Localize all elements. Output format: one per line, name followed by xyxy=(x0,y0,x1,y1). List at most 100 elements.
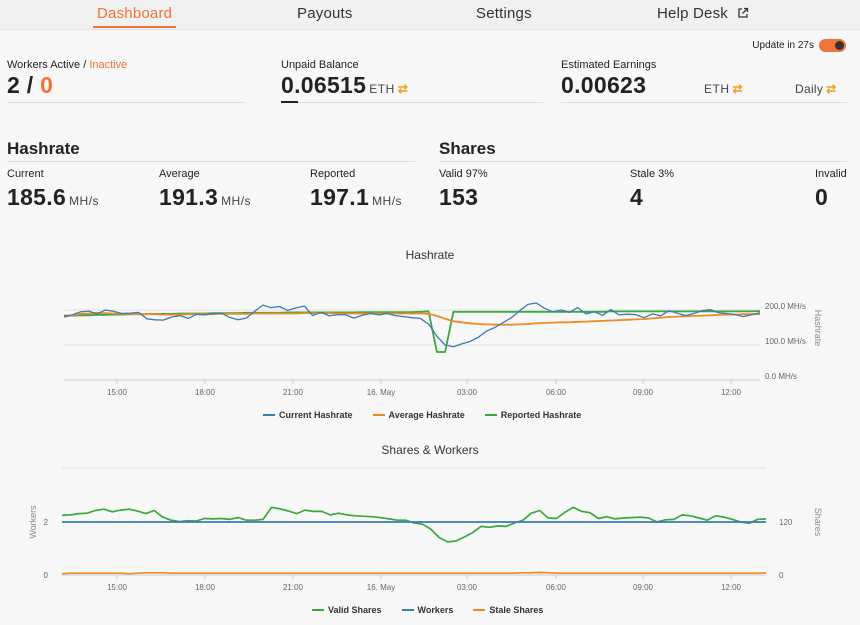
tab-help-desk-label: Help Desk xyxy=(657,5,728,22)
legend-swatch xyxy=(484,414,497,416)
legend-swatch xyxy=(473,609,486,611)
shares-stale-label: Stale 3% xyxy=(630,168,675,180)
workers-active-label: Workers Active / xyxy=(7,59,87,71)
unpaid-balance-label: Unpaid Balance xyxy=(281,59,359,71)
unpaid-balance-stat: Unpaid Balance 0.06515 ETH ⇄ xyxy=(281,59,408,99)
estimated-earnings-currency[interactable]: ETH ⇄ xyxy=(704,82,743,96)
legend-label: Workers xyxy=(417,605,454,615)
workers-underline xyxy=(7,102,245,103)
unpaid-balance-value: 0.06515 ETH ⇄ xyxy=(281,72,408,99)
hashrate-reported-label: Reported xyxy=(310,168,356,180)
top-nav: Dashboard Payouts Settings Help Desk xyxy=(0,0,860,30)
tab-dashboard[interactable]: Dashboard xyxy=(93,5,177,28)
update-countdown: Update in 27s xyxy=(752,40,814,51)
auto-update-toggle[interactable] xyxy=(819,39,846,52)
legend-item-stale-shares[interactable]: Stale Shares xyxy=(473,605,543,615)
legend-item-reported-hashrate[interactable]: Reported Hashrate xyxy=(484,410,582,420)
workers-label: Workers Active / Inactive xyxy=(7,59,127,71)
hashrate-x-tick: 06:00 xyxy=(546,388,567,397)
workers-stat: Workers Active / Inactive 2 / 0 xyxy=(7,59,127,99)
hashrate-average-unit: MH/s xyxy=(221,194,252,208)
unpaid-balance-underline xyxy=(281,102,543,103)
tab-dashboard-label: Dashboard xyxy=(97,5,173,22)
tab-help-desk[interactable]: Help Desk xyxy=(657,5,749,22)
hashrate-x-tick: 12:00 xyxy=(721,388,742,397)
legend-swatch xyxy=(401,609,414,611)
hashrate-current: Current 185.6 MH/s xyxy=(7,168,99,211)
hashrate-chart-title: Hashrate xyxy=(405,248,455,262)
workers-inactive-label: Inactive xyxy=(89,59,128,71)
active-tab-underline xyxy=(93,26,177,28)
legend-item-average-hashrate[interactable]: Average Hashrate xyxy=(372,410,465,420)
hashrate-x-tick: 09:00 xyxy=(633,388,654,397)
legend-label: Stale Shares xyxy=(489,605,544,615)
tab-payouts-label: Payouts xyxy=(297,5,353,22)
toggle-knob xyxy=(835,41,844,50)
tab-settings-label: Settings xyxy=(476,5,532,22)
reported-hashrate-line xyxy=(64,310,761,353)
external-link-icon xyxy=(738,7,749,18)
currency-swap-icon[interactable]: ⇄ xyxy=(397,82,409,96)
shares-stale-value: 4 xyxy=(630,184,644,210)
average-hashrate-line xyxy=(63,311,760,326)
estimated-earnings-amount: 0.00623 xyxy=(561,72,647,98)
period-swap-icon: ⇄ xyxy=(826,82,837,96)
currency-swap-icon: ⇄ xyxy=(732,82,744,96)
hashrate-current-label: Current xyxy=(7,168,44,180)
shares-x-tick: 03:00 xyxy=(457,583,478,592)
hashrate-x-tick: 15:00 xyxy=(107,388,128,397)
shares-x-tick: 21:00 xyxy=(283,583,304,592)
hashrate-y-tick: 100.0 MH/s xyxy=(765,337,806,346)
stale-shares-line xyxy=(61,571,767,575)
hashrate-section-title: Hashrate xyxy=(7,139,80,158)
shares-x-tick: 15:00 xyxy=(107,583,128,592)
estimated-earnings-unit: ETH xyxy=(704,82,730,96)
valid-shares-line xyxy=(61,506,767,543)
hashrate-reported: Reported 197.1 MH/s xyxy=(310,168,402,211)
hashrate-x-tick: 18:00 xyxy=(195,388,216,397)
hashrate-y-tick: 0.0 MH/s xyxy=(765,372,797,381)
estimated-earnings-underline xyxy=(561,102,847,103)
legend-label: Reported Hashrate xyxy=(500,410,582,420)
workers-separator: / xyxy=(20,72,41,98)
unpaid-balance-focus-bar xyxy=(281,101,298,103)
current-hashrate-line xyxy=(63,302,761,348)
hashrate-section-rule xyxy=(7,161,415,162)
legend-label: Current Hashrate xyxy=(279,410,353,420)
workers-axis-label: Workers xyxy=(28,505,38,539)
shares-stale: Stale 3% 4 xyxy=(630,168,674,211)
estimated-earnings-stat: Estimated Earnings 0.00623 xyxy=(561,59,656,99)
unpaid-balance-amount: 0.06515 xyxy=(281,72,367,98)
hashrate-reported-unit: MH/s xyxy=(372,194,403,208)
shares-valid-value: 153 xyxy=(439,184,479,210)
legend-swatch xyxy=(312,609,324,611)
shares-x-tick: 18:00 xyxy=(195,583,216,592)
tab-settings[interactable]: Settings xyxy=(476,5,532,22)
hashrate-current-value: 185.6 xyxy=(7,184,67,210)
legend-item-workers[interactable]: Workers xyxy=(401,605,454,615)
shares-invalid-value: 0 xyxy=(815,184,829,210)
shares-valid: Valid 97% 153 xyxy=(439,168,488,211)
estimated-period-label: Daily xyxy=(795,82,824,96)
tab-payouts[interactable]: Payouts xyxy=(297,5,353,22)
hashrate-reported-value: 197.1 xyxy=(310,184,370,210)
hashrate-axis-label: Hashrate xyxy=(813,310,823,347)
auto-update: Update in 27s xyxy=(752,39,846,52)
workers-active-count: 2 xyxy=(7,72,21,98)
shares-x-tick: 09:00 xyxy=(633,583,654,592)
legend-item-valid-shares[interactable]: Valid Shares xyxy=(312,605,382,615)
shares-y-tick: 0 xyxy=(779,571,784,580)
shares-x-tick: 16. May xyxy=(367,583,395,592)
shares-valid-label: Valid 97% xyxy=(439,168,488,180)
estimated-period-select[interactable]: Daily ⇄ xyxy=(795,82,837,96)
hashrate-average: Average 191.3 MH/s xyxy=(159,168,251,211)
legend-item-current-hashrate[interactable]: Current Hashrate xyxy=(263,410,353,420)
hashrate-y-tick: 200.0 MH/s xyxy=(765,302,806,311)
shares-invalid: Invalid 0 xyxy=(815,168,847,211)
estimated-earnings-label: Estimated Earnings xyxy=(561,59,657,71)
shares-x-tick: 06:00 xyxy=(546,583,567,592)
shares-section-title: Shares xyxy=(439,139,496,158)
shares-x-tick: 12:00 xyxy=(721,583,742,592)
